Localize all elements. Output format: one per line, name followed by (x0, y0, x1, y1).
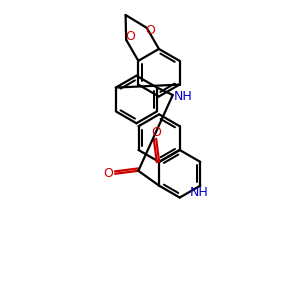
Text: O: O (151, 126, 161, 139)
Text: O: O (125, 30, 135, 43)
Text: O: O (146, 24, 155, 37)
Text: NH: NH (190, 186, 208, 199)
Text: NH: NH (174, 90, 193, 103)
Text: O: O (104, 167, 113, 180)
